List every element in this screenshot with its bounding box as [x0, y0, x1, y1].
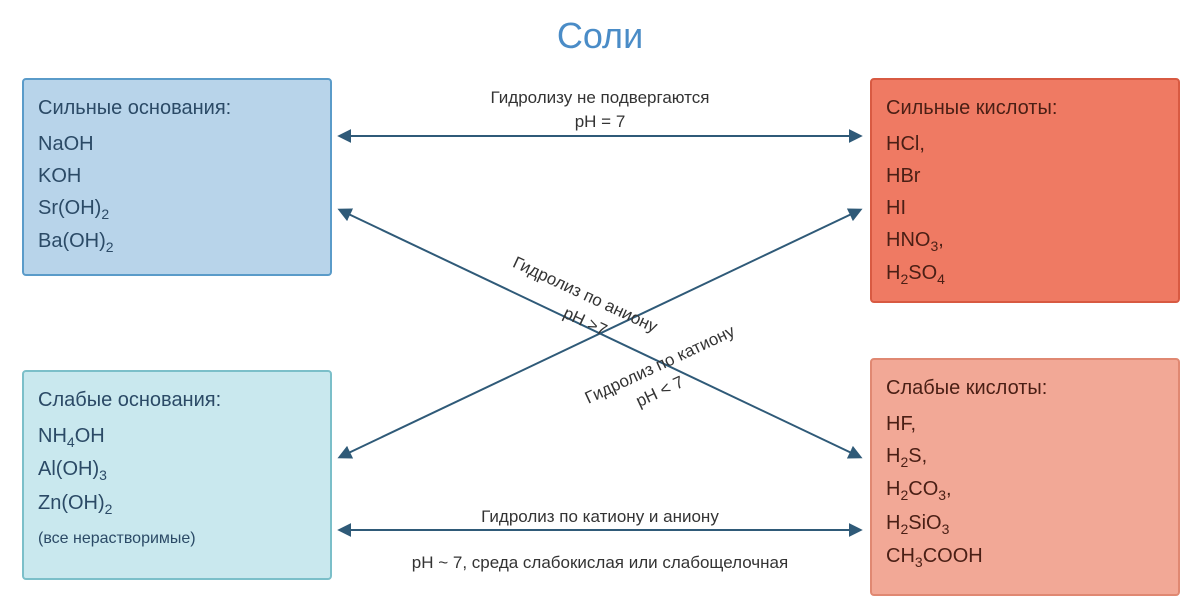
formula: HI	[886, 192, 1164, 224]
formula: NaOH	[38, 128, 316, 160]
formula: H2S,	[886, 440, 1164, 473]
formula: NH4OH	[38, 420, 316, 453]
formula: HBr	[886, 160, 1164, 192]
formula: CH3COOH	[886, 540, 1164, 573]
box-heading: Слабые кислоты:	[886, 372, 1164, 404]
box-heading: Сильные основания:	[38, 92, 316, 124]
arrow-label: Гидролизу не подвергаются	[491, 88, 710, 108]
arrow-label: Гидролиз по катиону и аниону	[481, 507, 719, 527]
box-strong-acids: Сильные кислоты: HCl,HBrHIHNO3,H2SO4	[870, 78, 1180, 303]
box-items: HCl,HBrHIHNO3,H2SO4	[886, 128, 1164, 291]
box-heading: Сильные кислоты:	[886, 92, 1164, 124]
page-title: Соли	[557, 15, 643, 57]
box-weak-bases: Слабые основания: NH4OHAl(OH)3Zn(OH)2 (в…	[22, 370, 332, 580]
box-items: NH4OHAl(OH)3Zn(OH)2	[38, 420, 316, 520]
formula: KOH	[38, 160, 316, 192]
formula: Ba(OH)2	[38, 225, 316, 258]
formula: H2SO4	[886, 257, 1164, 290]
formula: Al(OH)3	[38, 453, 316, 486]
formula: HF,	[886, 408, 1164, 440]
box-items: HF,H2S,H2CO3,H2SiO3CH3COOH	[886, 408, 1164, 574]
box-strong-bases: Сильные основания: NaOHKOHSr(OH)2Ba(OH)2	[22, 78, 332, 276]
arrow-label: pH = 7	[575, 112, 626, 132]
formula: Zn(OH)2	[38, 487, 316, 520]
formula: HNO3,	[886, 224, 1164, 257]
formula: Sr(OH)2	[38, 192, 316, 225]
arrow-label: pH ~ 7, среда слабокислая или слабощелоч…	[412, 553, 788, 573]
formula: HCl,	[886, 128, 1164, 160]
formula: H2SiO3	[886, 507, 1164, 540]
box-note: (все нерастворимые)	[38, 526, 316, 552]
box-heading: Слабые основания:	[38, 384, 316, 416]
box-items: NaOHKOHSr(OH)2Ba(OH)2	[38, 128, 316, 259]
formula: H2CO3,	[886, 473, 1164, 506]
box-weak-acids: Слабые кислоты: HF,H2S,H2CO3,H2SiO3CH3CO…	[870, 358, 1180, 596]
